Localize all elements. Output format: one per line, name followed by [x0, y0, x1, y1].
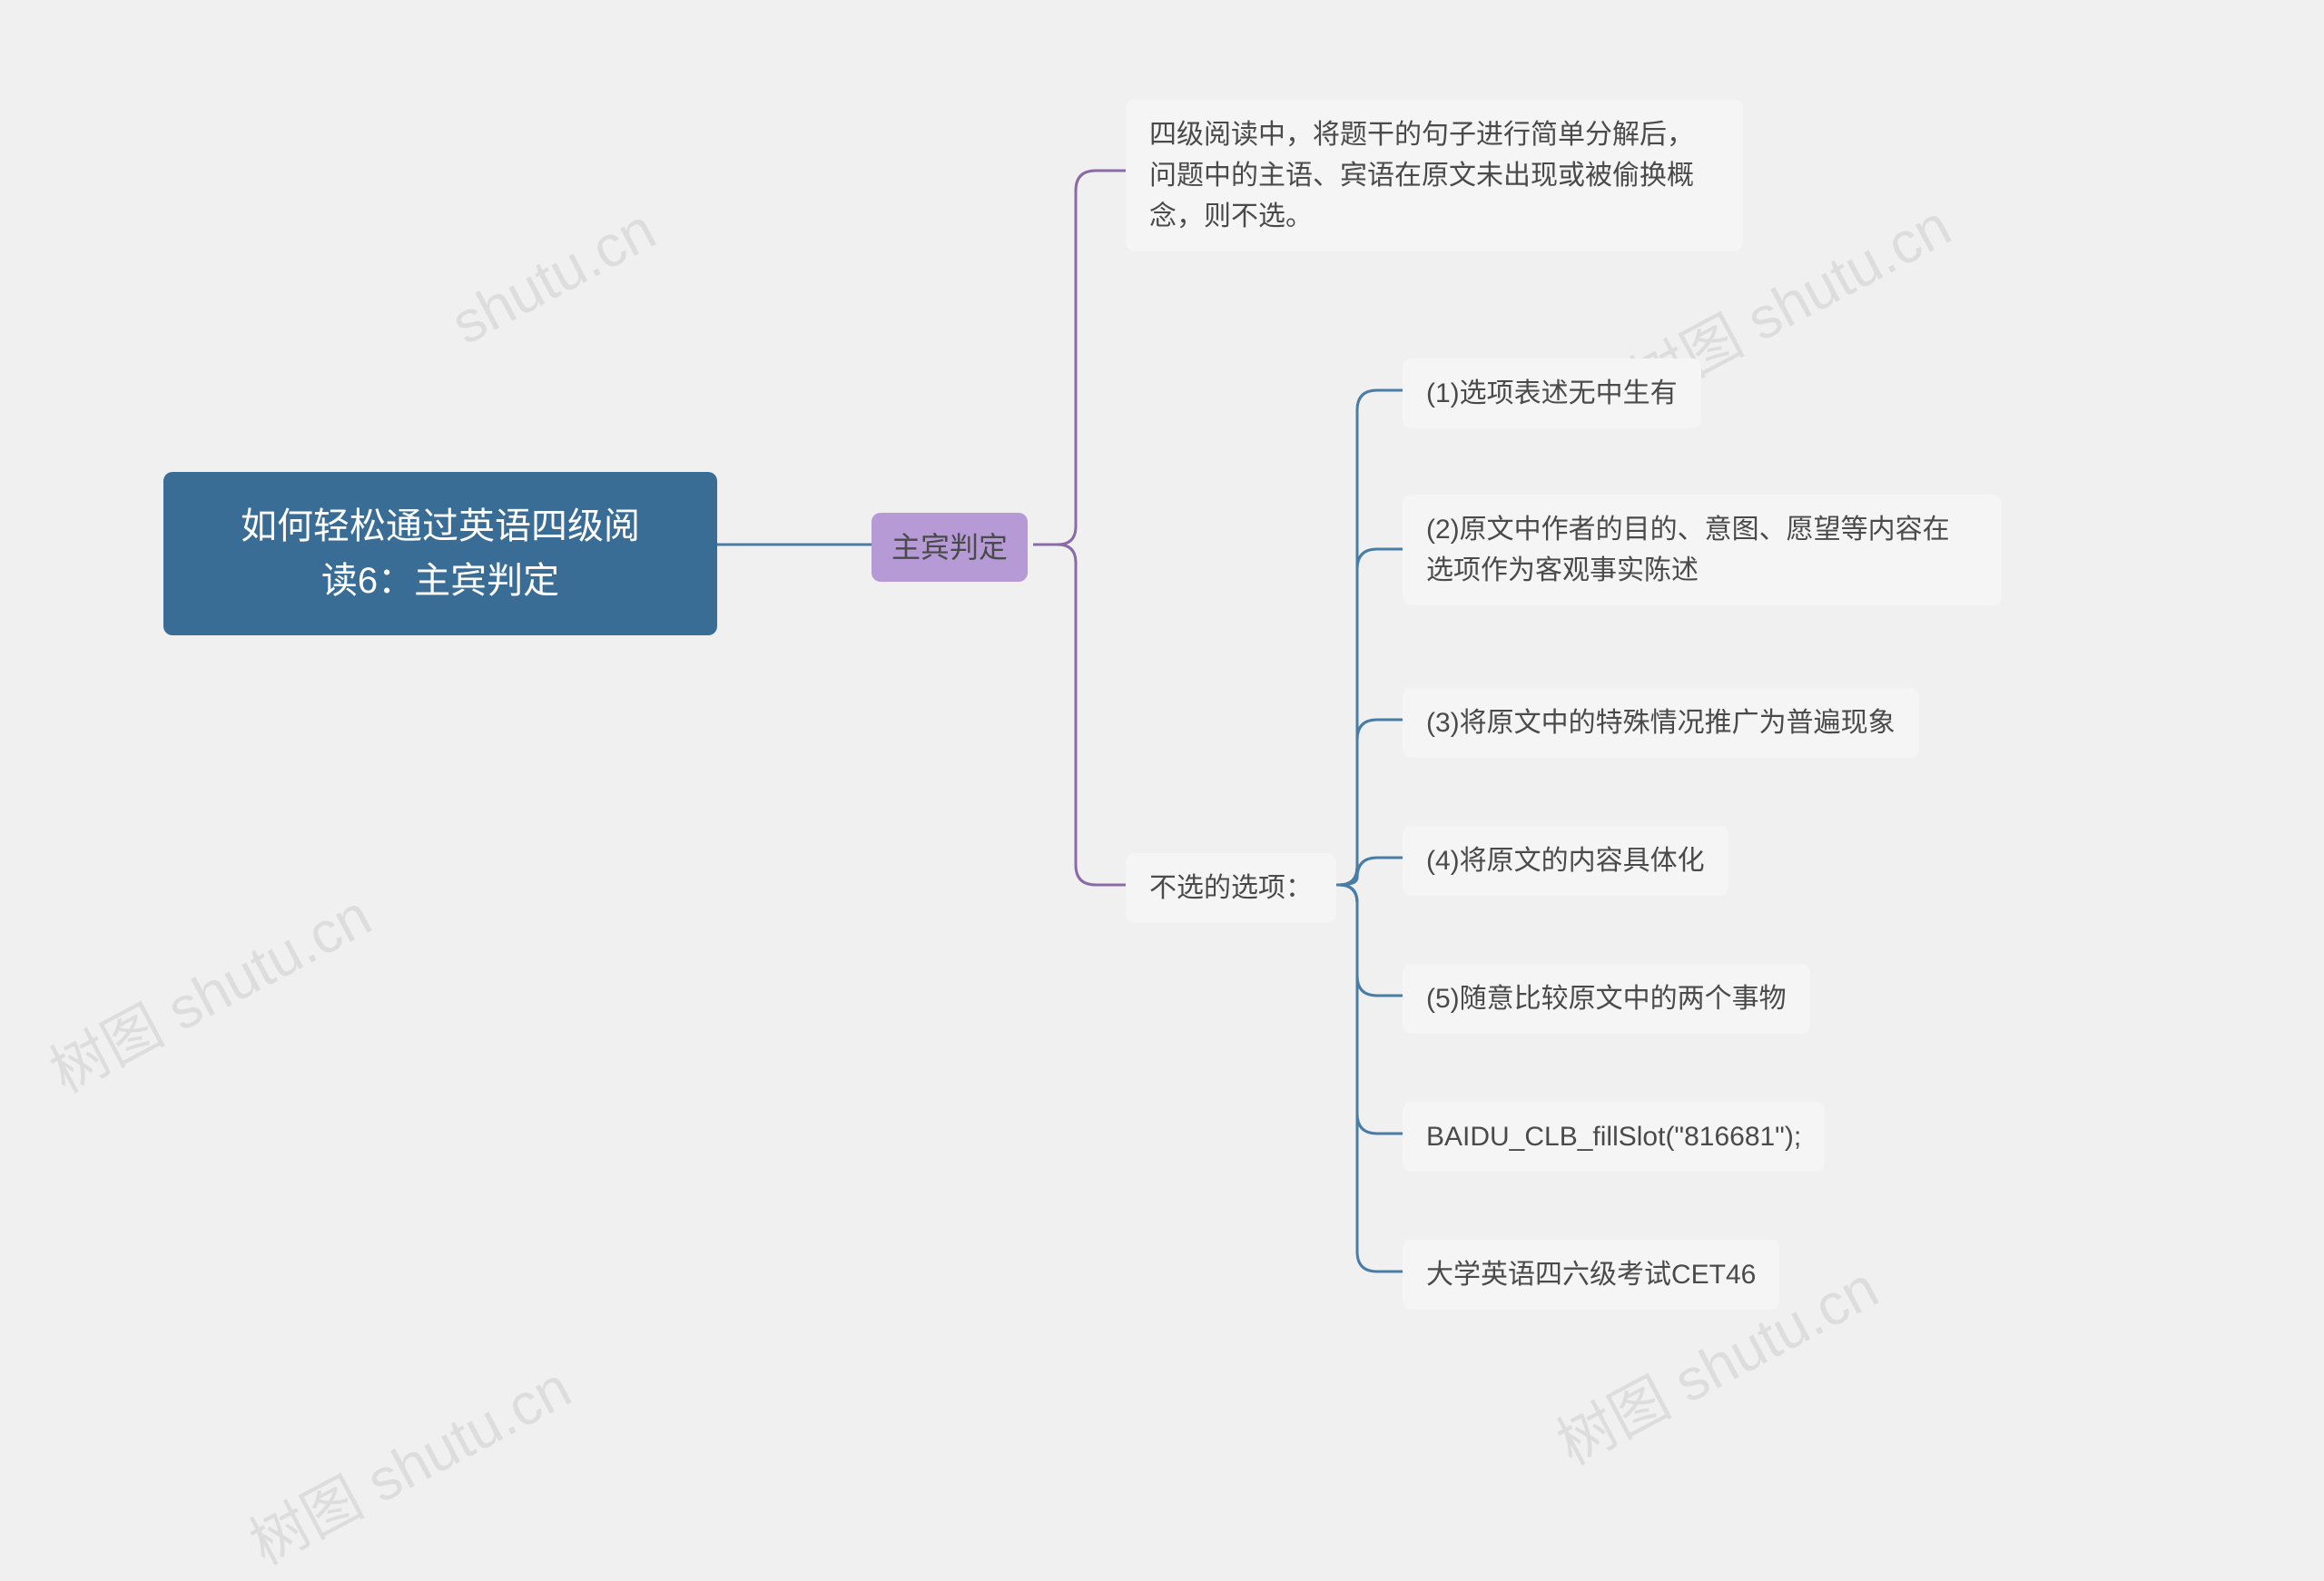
watermark: 树图 shutu.cn: [233, 1342, 584, 1581]
leaf-definition: 四级阅读中，将题干的句子进行简单分解后， 问题中的主语、宾语在原文未出现或被偷换…: [1126, 100, 1743, 251]
leaf-item-6: BAIDU_CLB_fillSlot("816681");: [1403, 1102, 1825, 1172]
leaf-item-3: (3)将原文中的特殊情况推广为普遍现象: [1403, 688, 1919, 758]
leaf-item-4: (4)将原文的内容具体化: [1403, 826, 1728, 896]
root-line1: 如何轻松通过英语四级阅: [241, 506, 640, 546]
branch-subject-object: 主宾判定: [872, 513, 1028, 582]
leaf-item-5: (5)随意比较原文中的两个事物: [1403, 964, 1810, 1034]
root-line2: 读6：主宾判定: [321, 561, 559, 601]
leaf-item-1: (1)选项表述无中生有: [1403, 358, 1701, 428]
leaf-unselect-label: 不选的选项：: [1126, 853, 1336, 923]
watermark: 树图 shutu.cn: [34, 870, 384, 1109]
leaf-item-2: (2)原文中作者的目的、意图、愿望等内容在 选项作为客观事实陈述: [1403, 495, 2002, 605]
mindmap-root: 如何轻松通过英语四级阅 读6：主宾判定: [163, 472, 717, 635]
leaf-item-7: 大学英语四六级考试CET46: [1403, 1240, 1779, 1310]
watermark: shutu.cn: [440, 195, 665, 358]
